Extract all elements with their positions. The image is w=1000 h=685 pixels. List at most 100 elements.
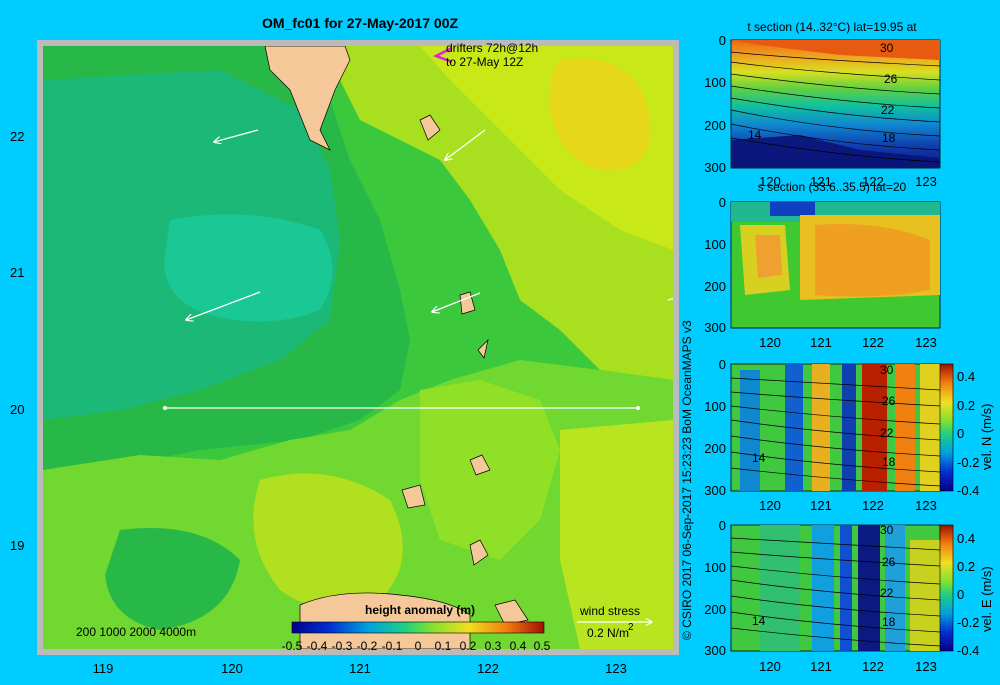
depth-tick: 100	[704, 399, 726, 414]
lon-tick: 122	[862, 659, 884, 674]
contour-label: 14	[748, 128, 762, 142]
depth-tick: 0	[719, 195, 726, 210]
map-y-tick: 20	[10, 402, 24, 417]
map-x-tick: 119	[93, 661, 114, 676]
contour-label: 30	[880, 41, 894, 55]
vel-tick: 0	[957, 587, 964, 602]
contour-label: 30	[880, 363, 894, 377]
lon-tick: 121	[810, 335, 832, 350]
contour-label: 18	[882, 615, 896, 629]
depth-tick: 0	[719, 33, 726, 48]
contour-label: 14	[752, 451, 766, 465]
map-x-tick: 123	[605, 661, 627, 676]
colorbar-tick: -0.3	[332, 639, 353, 653]
lon-tick: 120	[759, 498, 781, 513]
colorbar-tick: -0.4	[307, 639, 328, 653]
colorbar-tick: 0.2	[460, 639, 477, 653]
wind-stress-label: wind stress	[579, 604, 640, 618]
colorbar-title: height anomaly (m)	[365, 603, 475, 617]
lon-tick: 123	[915, 174, 937, 189]
colorbar-tick: -0.5	[282, 639, 303, 653]
lon-tick: 123	[915, 335, 937, 350]
wind-stress-exponent: 2	[628, 622, 634, 633]
colorbar-ticks: -0.5 -0.4 -0.3 -0.2 -0.1 0 0.1 0.2 0.3 0…	[282, 639, 551, 653]
depth-tick: 100	[704, 75, 726, 90]
map-x-tick: 122	[477, 661, 499, 676]
drifters-label-2: to 27-May 12Z	[446, 55, 523, 69]
lon-tick: 122	[862, 174, 884, 189]
depth-tick: 300	[704, 483, 726, 498]
vel-tick: 0.2	[957, 559, 975, 574]
colorbar-tick: 0.1	[435, 639, 452, 653]
vel-tick: -0.2	[957, 455, 979, 470]
lon-tick: 120	[759, 659, 781, 674]
vel-tick: -0.4	[957, 483, 979, 498]
vel-n-colorbar	[939, 363, 954, 492]
lon-tick: 122	[862, 498, 884, 513]
map-y-axis: 22 21 20 19	[10, 129, 24, 553]
contour-label: 26	[882, 394, 896, 408]
contour-label: 22	[880, 586, 894, 600]
vel-tick: 0.4	[957, 531, 975, 546]
drifters-label-1: drifters 72h@12h	[446, 41, 538, 55]
lon-tick: 122	[862, 335, 884, 350]
contour-label: 26	[884, 72, 898, 86]
vel-tick: -0.2	[957, 615, 979, 630]
colorbar-tick: -0.2	[357, 639, 378, 653]
colorbar-tick: 0.3	[485, 639, 502, 653]
s-section-title: s section (33.6..35.5) lat=20	[758, 180, 907, 194]
contour-label: 30	[880, 523, 894, 537]
map-x-axis: 119 120 121 122 123	[93, 661, 627, 676]
depth-tick: 0	[719, 518, 726, 533]
depth-legend: 200 1000 2000 4000m	[76, 625, 196, 639]
contour-label: 22	[880, 426, 894, 440]
contour-label: 26	[882, 555, 896, 569]
depth-tick: 300	[704, 643, 726, 658]
vel-tick: -0.4	[957, 643, 979, 658]
colorbar-tick: -0.1	[382, 639, 403, 653]
vel-e-label: vel. E (m/s)	[979, 566, 994, 632]
lon-tick: 121	[810, 659, 832, 674]
contour-label: 18	[882, 131, 896, 145]
depth-tick: 200	[704, 279, 726, 294]
vel-e-panel: 30 26 22 18 14 0.4 0.2 0 -0.2 -0.4 vel. …	[704, 518, 994, 674]
map-title: OM_fc01 for 27-May-2017 00Z	[262, 15, 459, 31]
lon-tick: 120	[759, 335, 781, 350]
lon-tick: 123	[915, 498, 937, 513]
vel-tick: 0.4	[957, 369, 975, 384]
depth-tick: 200	[704, 441, 726, 456]
height-anomaly-field	[43, 46, 673, 649]
map-x-tick: 121	[349, 661, 371, 676]
colorbar	[291, 621, 545, 634]
contour-label: 22	[881, 103, 895, 117]
map-y-tick: 19	[10, 538, 24, 553]
vel-n-panel: 30 26 22 18 14 0.4 0.2 0 -0.2 -0.4 vel. …	[704, 357, 994, 513]
wind-stress-value: 0.2 N/m	[587, 626, 629, 640]
lon-tick: 121	[810, 498, 832, 513]
map-y-tick: 22	[10, 129, 24, 144]
depth-tick: 100	[704, 237, 726, 252]
contour-label: 18	[882, 455, 896, 469]
contour-label: 14	[752, 614, 766, 628]
map-y-tick: 21	[10, 265, 24, 280]
lon-tick: 121	[810, 174, 832, 189]
vel-n-label: vel. N (m/s)	[979, 404, 994, 470]
depth-tick: 200	[704, 602, 726, 617]
vel-e-colorbar	[939, 524, 954, 652]
t-section-title: t section (14..32°C) lat=19.95 at	[747, 20, 917, 34]
lon-tick: 123	[915, 659, 937, 674]
colorbar-tick: 0.5	[534, 639, 551, 653]
depth-tick: 300	[704, 160, 726, 175]
vel-tick: 0.2	[957, 398, 975, 413]
depth-tick: 100	[704, 560, 726, 575]
credit-text: © CSIRO 2017 06-Sep-2017 15:23:23 BoM Oc…	[680, 320, 694, 640]
map-x-tick: 120	[221, 661, 243, 676]
depth-tick: 300	[704, 320, 726, 335]
colorbar-tick: 0	[415, 639, 422, 653]
wind-stress-vectors	[186, 129, 673, 320]
drifter-icon	[432, 46, 453, 64]
t-section-panel: t section (14..32°C) lat=19.95 at 30 26 …	[704, 20, 941, 189]
s-section-panel: s section (33.6..35.5) lat=20 0 100 200 …	[704, 180, 941, 350]
